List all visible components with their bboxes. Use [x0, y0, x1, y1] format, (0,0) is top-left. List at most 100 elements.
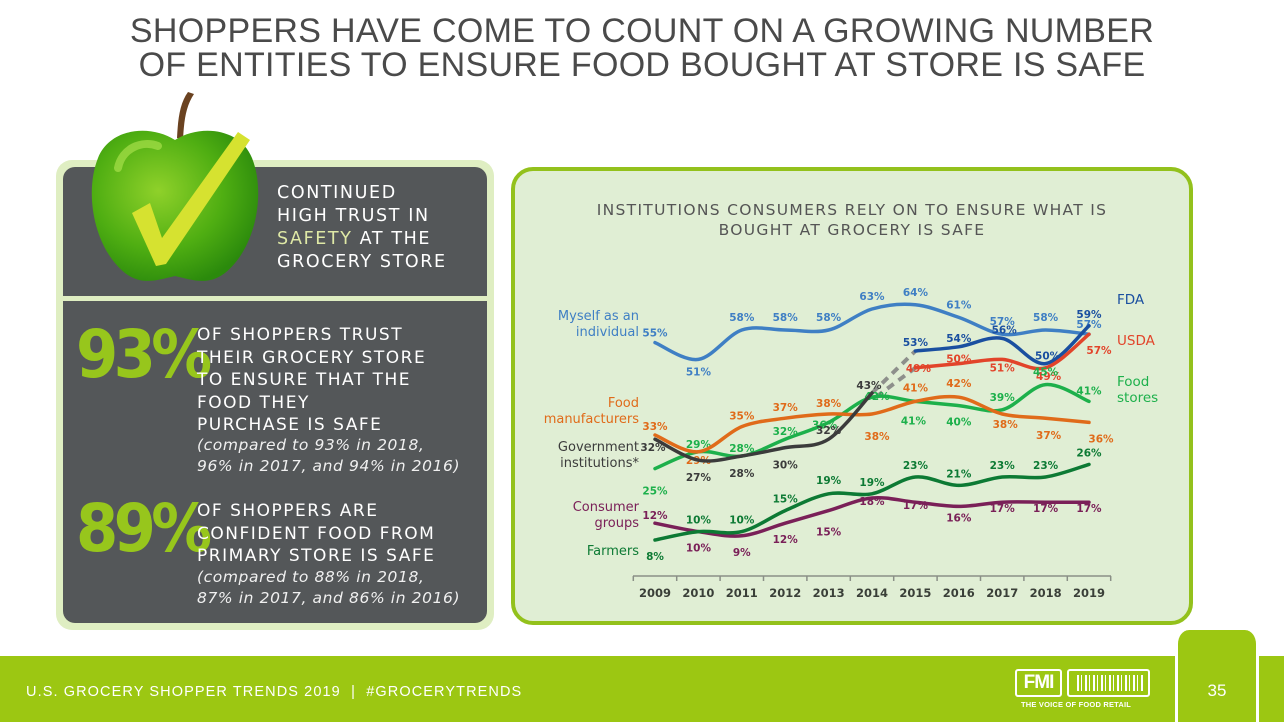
- stat-note-line: 96% in 2017, and 94% in 2016): [197, 456, 461, 475]
- stat-value-trust: 93%: [76, 316, 212, 393]
- series-label-consumer-groups: groups: [594, 516, 639, 531]
- data-label-farmers: 23%: [903, 460, 929, 472]
- data-label-consumer-groups: 17%: [1033, 503, 1059, 515]
- data-label-consumer-groups: 17%: [1076, 503, 1102, 515]
- data-label-consumer-groups: 10%: [686, 543, 712, 555]
- data-label-food-manufacturers: 42%: [946, 378, 972, 390]
- data-label-food-manufacturers: 35%: [729, 411, 755, 423]
- stat-text-line: OF SHOPPERS ARE: [197, 501, 379, 521]
- data-label-myself-as-an-individual: 58%: [773, 312, 799, 324]
- data-label-government-institutions: 27%: [686, 472, 712, 484]
- x-tick-label: 2017: [986, 586, 1018, 600]
- data-label-farmers: 15%: [773, 494, 799, 506]
- stat-text-trust: OF SHOPPERS TRUST THEIR GROCERY STORE TO…: [197, 324, 426, 437]
- data-label-government-institutions: 30%: [773, 460, 799, 472]
- series-label-consumer-groups: Consumer: [573, 500, 640, 515]
- series-line-myself-as-an-individual: [653, 302, 1091, 362]
- x-tick-label: 2019: [1073, 586, 1105, 600]
- series-label-myself-as-an-individual: Myself as an: [558, 309, 639, 324]
- data-label-food-stores: 41%: [1076, 385, 1102, 397]
- panel-heading-line-1: CONTINUED: [277, 183, 397, 203]
- data-label-farmers: 26%: [1076, 447, 1102, 459]
- data-label-consumer-groups: 17%: [990, 503, 1016, 515]
- series-line-farmers: [653, 462, 1091, 542]
- data-label-farmers: 23%: [990, 460, 1016, 472]
- footer-text: U.S. GROCERY SHOPPER TRENDS 2019 | #GROC…: [26, 684, 523, 700]
- stat-text-confidence: OF SHOPPERS ARE CONFIDENT FOOD FROM PRIM…: [197, 500, 435, 568]
- stat-value-confidence: 89%: [76, 490, 212, 567]
- series-label-food-stores: stores: [1117, 390, 1158, 406]
- series-line-consumer-groups: [653, 495, 1091, 538]
- barcode-icon: [1067, 669, 1150, 697]
- data-label-food-stores: 25%: [642, 486, 668, 498]
- data-label-farmers: 10%: [686, 515, 712, 527]
- data-label-food-stores: 32%: [773, 426, 799, 438]
- data-label-fda: 50%: [1035, 351, 1061, 363]
- data-label-farmers: 8%: [646, 551, 664, 563]
- data-label-fda: 54%: [946, 333, 972, 345]
- series-label-food-manufacturers: Food: [608, 396, 639, 411]
- data-label-government-institutions: 43%: [856, 380, 882, 392]
- data-label-myself-as-an-individual: 58%: [1033, 312, 1059, 324]
- x-tick-label: 2009: [639, 586, 671, 600]
- series-label-government-institutions: institutions*: [560, 456, 639, 471]
- panel-divider: [63, 296, 487, 301]
- data-label-farmers: 19%: [859, 477, 885, 489]
- stat-text-line: THEIR GROCERY STORE: [197, 347, 427, 368]
- panel-heading-rest: AT THE: [352, 229, 432, 249]
- series-line-usda: [913, 332, 1091, 371]
- data-label-food-manufacturers: 33%: [642, 421, 668, 433]
- x-tick-label: 2015: [899, 586, 931, 600]
- data-label-myself-as-an-individual: 57%: [990, 316, 1016, 328]
- x-tick-label: 2016: [943, 586, 975, 600]
- data-label-food-stores: 36%: [812, 419, 838, 431]
- data-label-government-institutions: 32%: [816, 425, 842, 437]
- data-label-myself-as-an-individual: 64%: [903, 287, 929, 299]
- data-label-usda: 50%: [946, 354, 972, 366]
- data-label-myself-as-an-individual: 58%: [729, 312, 755, 324]
- data-label-consumer-groups: 12%: [642, 510, 668, 522]
- data-label-fda: 53%: [903, 337, 929, 349]
- series-label-farmers: Farmers: [587, 544, 639, 559]
- x-tick-label: 2013: [813, 586, 845, 600]
- fmi-logo-wordmark: FMI: [1015, 669, 1062, 697]
- stat-text-line: TO ENSURE THAT THE: [197, 370, 411, 390]
- data-label-food-manufacturers: 37%: [773, 402, 799, 414]
- data-label-consumer-groups: 9%: [733, 547, 751, 559]
- data-label-food-manufacturers: 41%: [903, 382, 929, 394]
- data-label-farmers: 10%: [729, 515, 755, 527]
- x-tick-label: 2018: [1030, 586, 1062, 600]
- series-label-food-stores: Food: [1117, 374, 1149, 390]
- page-number: 35: [1207, 681, 1227, 700]
- chart-title-line-2: BOUGHT AT GROCERY IS SAFE: [718, 221, 986, 239]
- data-label-food-manufacturers: 38%: [864, 431, 890, 443]
- stat-text-line: PURCHASE IS SAFE: [197, 415, 383, 435]
- data-label-farmers: 19%: [816, 475, 842, 487]
- data-label-food-stores: 28%: [729, 443, 755, 455]
- x-tick-label: 2014: [856, 586, 888, 600]
- data-label-fda: 56%: [992, 324, 1018, 336]
- data-label-food-stores: 40%: [946, 417, 972, 429]
- data-label-myself-as-an-individual: 58%: [816, 312, 842, 324]
- data-label-farmers: 23%: [1033, 460, 1059, 472]
- data-label-food-stores: 29%: [686, 439, 712, 451]
- series-line-food-stores: [653, 382, 1091, 471]
- series-line-government-institutions: [653, 391, 874, 463]
- stat-text-line: CONFIDENT FOOD FROM: [197, 523, 436, 544]
- panel-heading-line-3: SAFETY AT THE: [277, 228, 447, 251]
- page-number-tab: [1175, 630, 1259, 722]
- data-label-food-manufacturers: 38%: [993, 419, 1019, 431]
- page-title-line-1: SHOPPERS HAVE COME TO COUNT ON A GROWING…: [129, 12, 1155, 50]
- data-label-consumer-groups: 15%: [816, 527, 842, 539]
- x-tick-label: 2010: [682, 586, 714, 600]
- panel-heading-highlight: SAFETY: [277, 229, 353, 249]
- data-label-food-manufacturers: 38%: [816, 398, 842, 410]
- data-label-farmers: 21%: [946, 468, 972, 480]
- panel-heading-line-4: GROCERY STORE: [277, 252, 447, 272]
- data-label-usda: 49%: [1036, 371, 1062, 383]
- series-label-food-manufacturers: manufacturers: [544, 412, 640, 427]
- fmi-logo: FMI THE VOICE OF FOOD RETAIL: [1015, 669, 1155, 711]
- stat-text-line: PRIMARY STORE IS SAFE: [197, 546, 436, 566]
- panel-heading: CONTINUED HIGH TRUST IN SAFETY AT THE GR…: [277, 182, 447, 274]
